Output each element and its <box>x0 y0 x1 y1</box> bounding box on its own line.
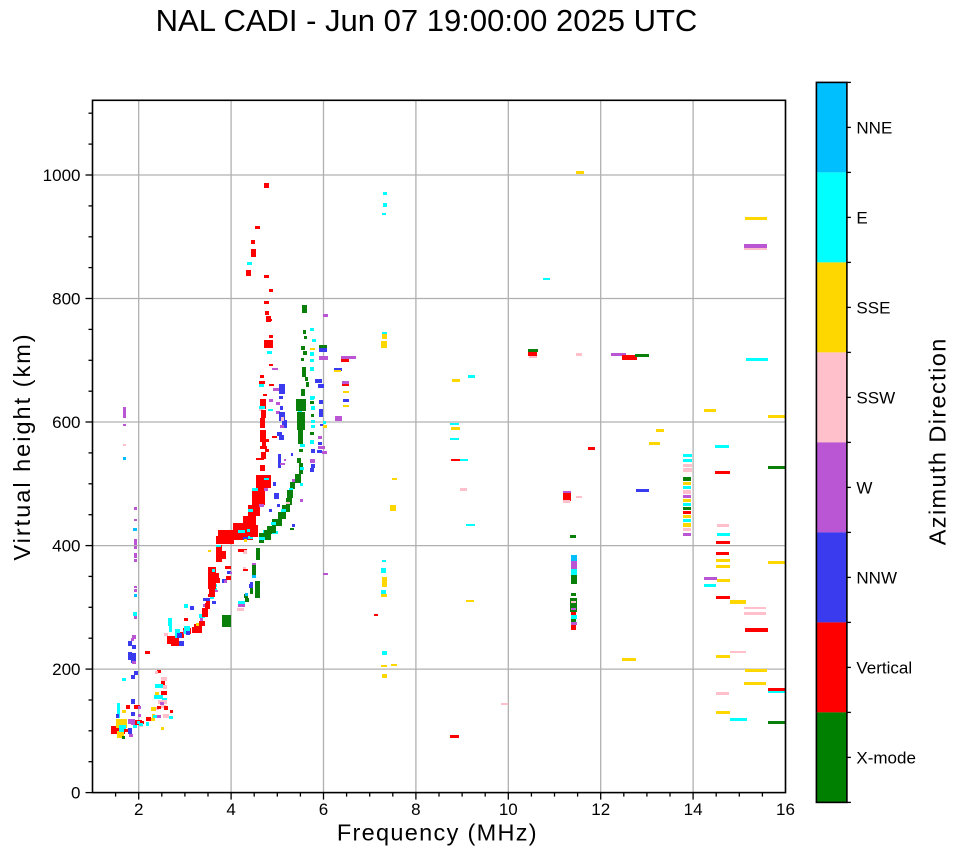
svg-text:X-mode: X-mode <box>856 749 916 768</box>
svg-text:Virtual height (km): Virtual height (km) <box>9 332 35 560</box>
svg-text:Frequency (MHz): Frequency (MHz) <box>337 820 538 846</box>
svg-text:Vertical: Vertical <box>856 659 912 678</box>
svg-text:6: 6 <box>319 800 328 819</box>
svg-text:W: W <box>856 479 872 498</box>
svg-text:2: 2 <box>134 800 143 819</box>
svg-text:12: 12 <box>591 800 610 819</box>
svg-text:200: 200 <box>52 660 80 679</box>
svg-text:16: 16 <box>776 800 795 819</box>
svg-text:8: 8 <box>411 800 420 819</box>
svg-text:Azimuth Direction: Azimuth Direction <box>925 337 951 545</box>
svg-text:14: 14 <box>684 800 703 819</box>
svg-text:E: E <box>856 209 867 228</box>
svg-text:NAL CADI - Jun 07 19:00:00 202: NAL CADI - Jun 07 19:00:00 2025 UTC <box>156 3 698 38</box>
svg-text:4: 4 <box>226 800 235 819</box>
svg-text:800: 800 <box>52 290 80 309</box>
svg-text:400: 400 <box>52 537 80 556</box>
svg-text:10: 10 <box>499 800 518 819</box>
svg-text:600: 600 <box>52 413 80 432</box>
svg-text:0: 0 <box>71 784 80 803</box>
svg-text:SSE: SSE <box>856 299 890 318</box>
svg-text:SSW: SSW <box>856 389 895 408</box>
svg-text:1000: 1000 <box>43 166 81 185</box>
svg-text:NNW: NNW <box>856 569 897 588</box>
svg-text:NNE: NNE <box>856 119 892 138</box>
